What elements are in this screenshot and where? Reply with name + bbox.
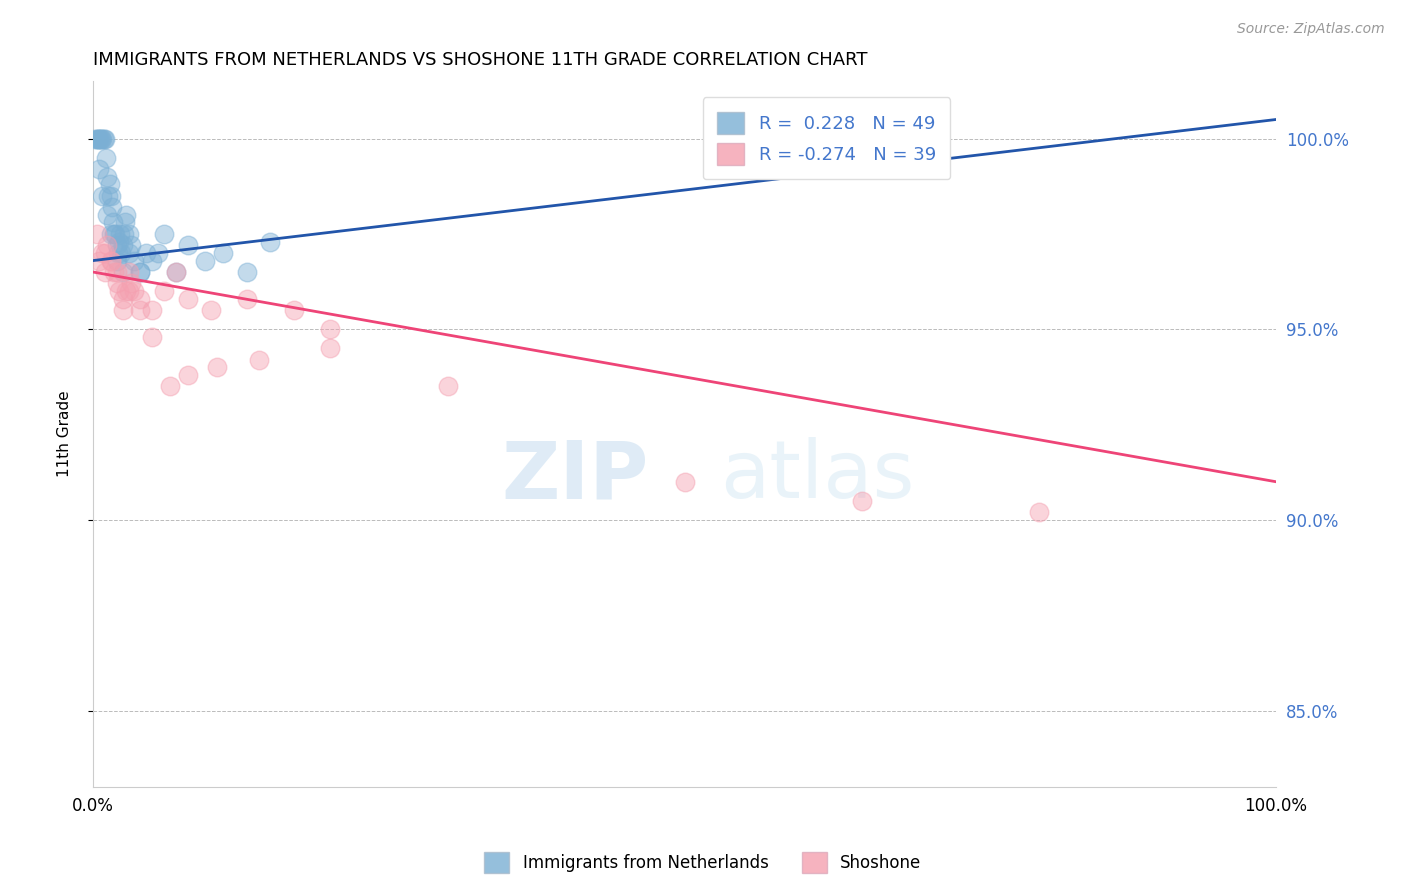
- Point: [93, 131, 115, 145]
- Point: [236, 292, 259, 306]
- Point: [103, 265, 125, 279]
- Point: [259, 235, 281, 249]
- Y-axis label: 11th Grade: 11th Grade: [58, 391, 72, 477]
- Point: [129, 265, 152, 279]
- Point: [111, 265, 134, 279]
- Point: [117, 284, 139, 298]
- Point: [117, 265, 139, 279]
- Point: [100, 253, 122, 268]
- Point: [176, 368, 198, 382]
- Point: [437, 379, 460, 393]
- Point: [153, 284, 176, 298]
- Point: [1028, 505, 1050, 519]
- Point: [105, 238, 128, 252]
- Point: [159, 379, 181, 393]
- Point: [111, 238, 134, 252]
- Point: [96, 208, 118, 222]
- Point: [94, 265, 117, 279]
- Point: [673, 475, 696, 489]
- Text: Source: ZipAtlas.com: Source: ZipAtlas.com: [1237, 22, 1385, 37]
- Point: [194, 253, 217, 268]
- Point: [96, 238, 118, 252]
- Point: [851, 493, 873, 508]
- Point: [153, 227, 176, 241]
- Point: [105, 253, 128, 268]
- Point: [120, 277, 142, 291]
- Point: [100, 227, 122, 241]
- Point: [105, 265, 128, 279]
- Point: [87, 162, 110, 177]
- Point: [94, 246, 117, 260]
- Point: [212, 246, 235, 260]
- Point: [108, 284, 131, 298]
- Point: [112, 227, 135, 241]
- Point: [236, 265, 259, 279]
- Legend: Immigrants from Netherlands, Shoshone: Immigrants from Netherlands, Shoshone: [478, 846, 928, 880]
- Point: [124, 284, 146, 298]
- Point: [108, 235, 131, 249]
- Point: [89, 131, 111, 145]
- Point: [91, 131, 114, 145]
- Text: atlas: atlas: [720, 437, 914, 516]
- Point: [120, 238, 142, 252]
- Point: [283, 303, 305, 318]
- Point: [91, 246, 114, 260]
- Point: [105, 277, 128, 291]
- Point: [117, 227, 139, 241]
- Point: [165, 265, 187, 279]
- Point: [100, 188, 122, 202]
- Point: [111, 303, 134, 318]
- Point: [247, 352, 270, 367]
- Point: [318, 322, 340, 336]
- Point: [318, 341, 340, 355]
- Point: [129, 265, 152, 279]
- Point: [200, 303, 222, 318]
- Point: [110, 246, 132, 260]
- Point: [117, 246, 139, 260]
- Point: [115, 208, 138, 222]
- Point: [103, 227, 125, 241]
- Point: [146, 246, 169, 260]
- Point: [86, 131, 108, 145]
- Point: [115, 284, 138, 298]
- Point: [94, 151, 117, 165]
- Legend: R =  0.228   N = 49, R = -0.274   N = 39: R = 0.228 N = 49, R = -0.274 N = 39: [703, 97, 950, 179]
- Point: [101, 215, 124, 229]
- Point: [87, 131, 110, 145]
- Point: [86, 227, 108, 241]
- Point: [98, 178, 121, 192]
- Point: [91, 188, 114, 202]
- Point: [90, 131, 112, 145]
- Point: [165, 265, 187, 279]
- Point: [87, 253, 110, 268]
- Point: [94, 131, 117, 145]
- Point: [97, 188, 120, 202]
- Point: [176, 238, 198, 252]
- Text: IMMIGRANTS FROM NETHERLANDS VS SHOSHONE 11TH GRADE CORRELATION CHART: IMMIGRANTS FROM NETHERLANDS VS SHOSHONE …: [93, 51, 868, 69]
- Point: [111, 292, 134, 306]
- Point: [107, 246, 129, 260]
- Point: [135, 246, 157, 260]
- Point: [84, 131, 107, 145]
- Point: [207, 360, 229, 375]
- Point: [141, 330, 163, 344]
- Point: [141, 253, 163, 268]
- Point: [87, 131, 110, 145]
- Text: ZIP: ZIP: [502, 437, 650, 516]
- Point: [129, 303, 152, 318]
- Point: [129, 292, 152, 306]
- Point: [124, 253, 146, 268]
- Point: [96, 169, 118, 184]
- Point: [104, 227, 127, 241]
- Point: [100, 253, 122, 268]
- Point: [114, 215, 136, 229]
- Point: [141, 303, 163, 318]
- Point: [101, 200, 124, 214]
- Point: [110, 227, 132, 241]
- Point: [176, 292, 198, 306]
